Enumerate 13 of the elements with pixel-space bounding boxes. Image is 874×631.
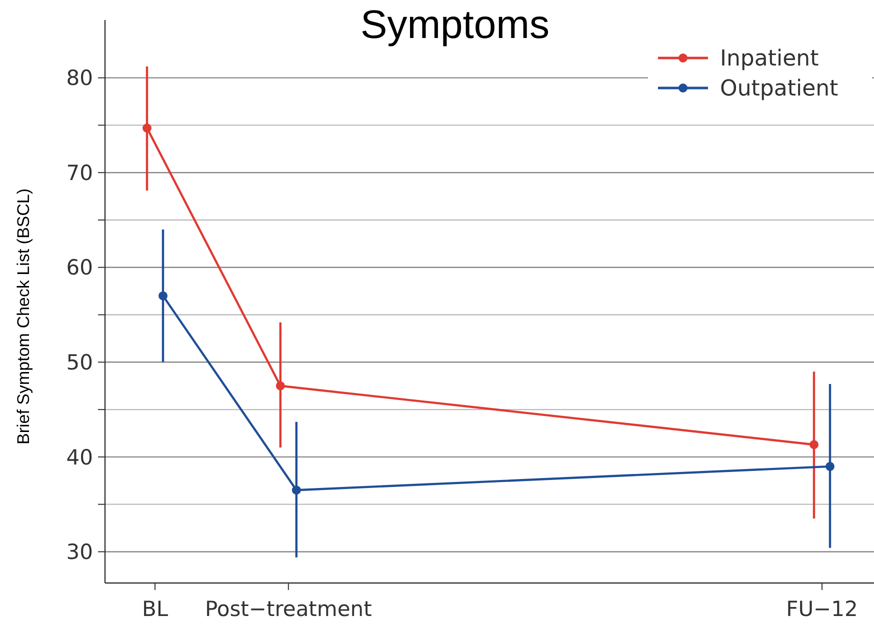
legend-label: Inpatient [720,46,820,72]
y-tick-label: 70 [66,160,93,185]
y-tick-label: 40 [66,445,93,470]
y-axis-title: Brief Symptom Check List (BSCL) [14,188,33,445]
x-tick-label: BL [142,597,168,621]
y-tick-label: 60 [66,256,93,280]
legend-label: Outpatient [720,76,839,102]
y-tick-label: 80 [66,66,93,90]
y-tick-label: 30 [66,540,93,564]
chart-title: Symptoms [360,3,550,47]
x-tick-label: FU−12 [786,597,858,621]
y-tick-label: 50 [66,350,93,375]
x-tick-label: Post−treatment [204,597,372,621]
